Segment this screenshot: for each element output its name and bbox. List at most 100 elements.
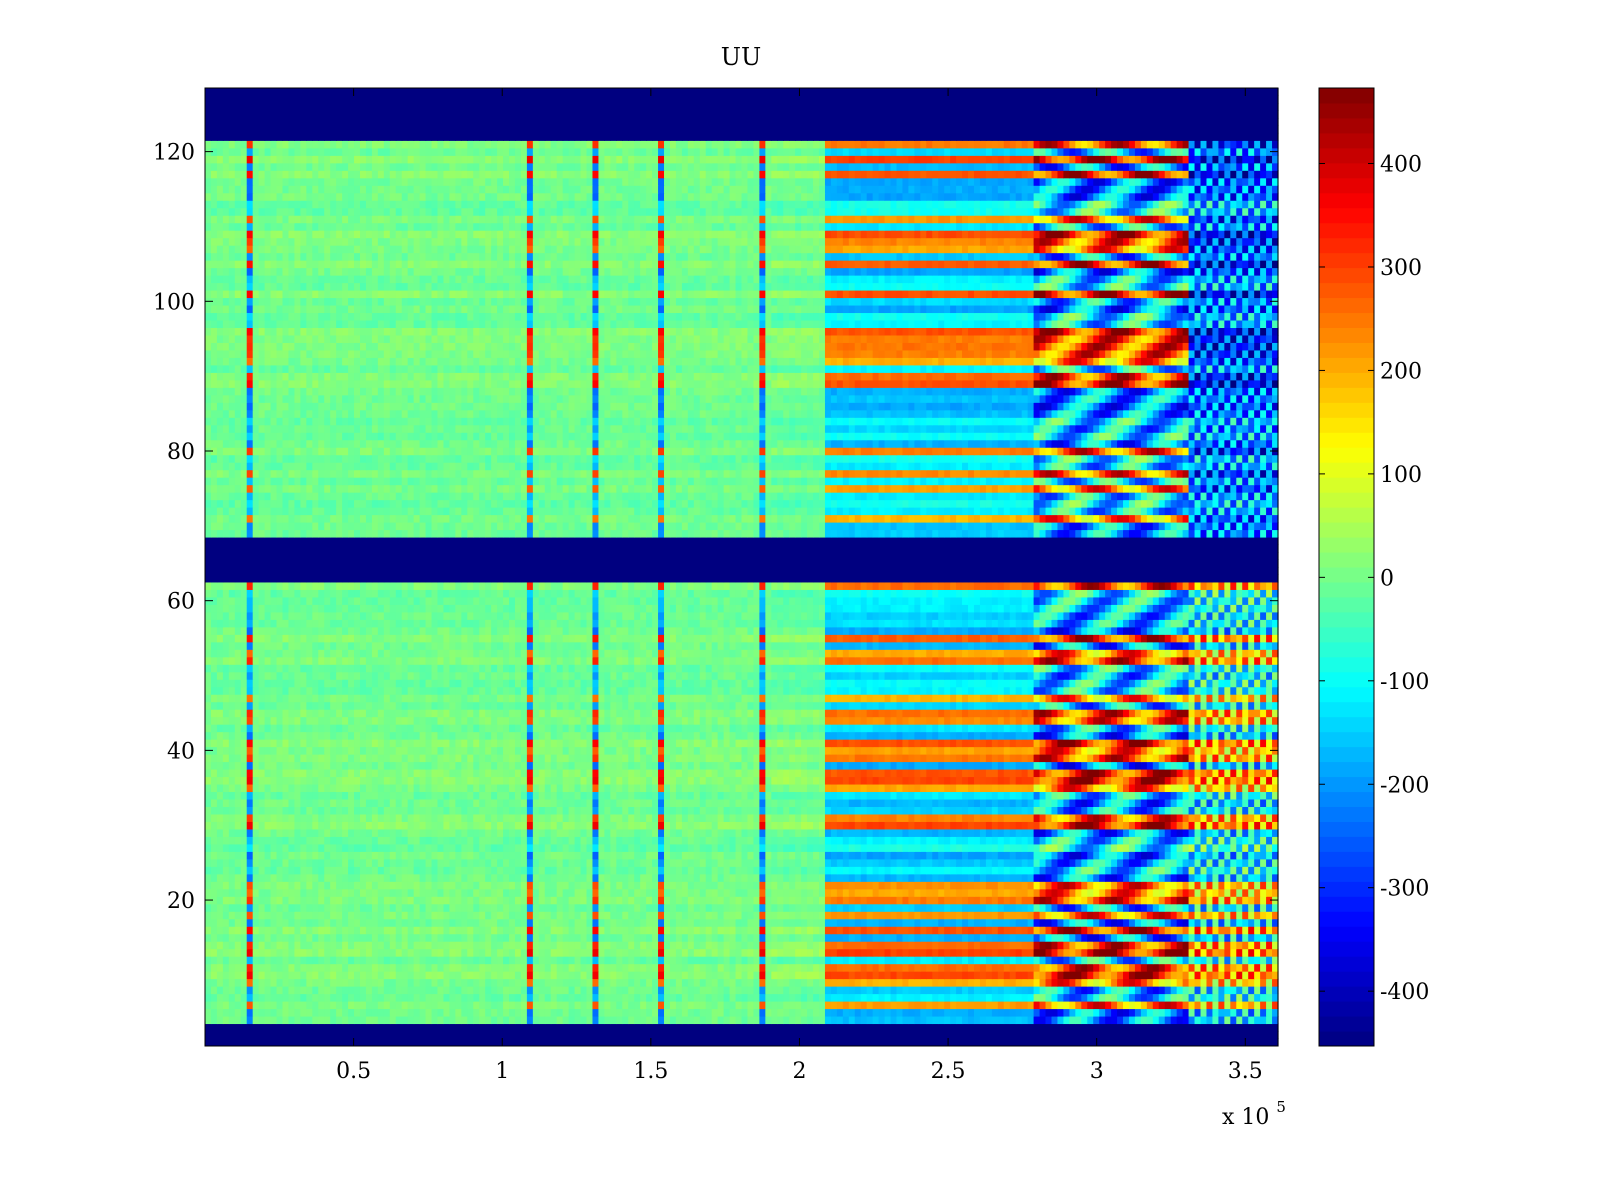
- heatmap-cell: [675, 881, 683, 890]
- heatmap-cell: [240, 896, 248, 905]
- heatmap-cell: [431, 978, 439, 987]
- heatmap-cell: [1021, 873, 1029, 882]
- heatmap-cell: [276, 926, 284, 935]
- heatmap-cell: [962, 1001, 969, 1010]
- heatmap-cell: [556, 1016, 564, 1025]
- heatmap-cell: [210, 1023, 218, 1032]
- heatmap-cell: [962, 911, 969, 920]
- heatmap-cell: [574, 1016, 582, 1025]
- heatmap-cell: [687, 851, 695, 860]
- heatmap-cell: [771, 851, 778, 860]
- heatmap-cell: [532, 896, 540, 905]
- heatmap-cell: [628, 971, 635, 980]
- heatmap-cell: [1140, 896, 1148, 905]
- heatmap-cell: [1206, 941, 1214, 950]
- heatmap-cell: [991, 866, 999, 875]
- heatmap-cell: [449, 963, 456, 972]
- heatmap-cell: [830, 941, 838, 950]
- heatmap-cell: [759, 1038, 766, 1047]
- heatmap-cell: [288, 1031, 296, 1040]
- heatmap-cell: [306, 1001, 313, 1010]
- heatmap-cell: [962, 903, 969, 912]
- heatmap-cell: [854, 911, 862, 920]
- heatmap-cell: [407, 926, 415, 935]
- heatmap-cell: [675, 918, 683, 927]
- heatmap-cell: [634, 986, 641, 995]
- heatmap-cell: [968, 933, 975, 942]
- heatmap-cell: [1194, 941, 1202, 950]
- heatmap-cell: [365, 926, 373, 935]
- heatmap-cell: [1051, 881, 1059, 890]
- heatmap-cell: [991, 896, 999, 905]
- heatmap-cell: [616, 926, 623, 935]
- heatmap-cell: [884, 963, 892, 972]
- heatmap-cell: [544, 896, 552, 905]
- heatmap-cell: [520, 836, 528, 845]
- heatmap-cell: [1117, 948, 1124, 957]
- heatmap-cell: [693, 843, 701, 852]
- heatmap-cell: [1045, 933, 1053, 942]
- heatmap-cell: [1063, 903, 1070, 912]
- heatmap-cell: [699, 866, 707, 875]
- heatmap-cell: [872, 971, 880, 980]
- heatmap-cell: [765, 948, 772, 957]
- heatmap-cell: [747, 1038, 755, 1047]
- heatmap-cell: [497, 1001, 504, 1010]
- heatmap-cell: [705, 851, 713, 860]
- heatmap-cell: [1212, 1038, 1219, 1047]
- heatmap-cell: [1015, 858, 1023, 867]
- heatmap-cell: [425, 933, 433, 942]
- heatmap-cell: [383, 881, 391, 890]
- heatmap-cell: [1230, 1038, 1237, 1047]
- heatmap-cell: [669, 843, 677, 852]
- heatmap-cell: [1105, 881, 1112, 890]
- heatmap-cell: [801, 1008, 808, 1017]
- heatmap-cell: [944, 941, 951, 950]
- heatmap-cell: [1242, 956, 1249, 965]
- heatmap-cell: [324, 866, 331, 875]
- heatmap-cell: [1260, 963, 1267, 972]
- heatmap-cell: [389, 941, 397, 950]
- heatmap-cell: [962, 941, 969, 950]
- heatmap-cell: [973, 903, 981, 912]
- heatmap-cell: [550, 986, 558, 995]
- heatmap-cell: [288, 1023, 296, 1032]
- heatmap-cell: [968, 986, 975, 995]
- heatmap-cell: [359, 866, 367, 875]
- heatmap-cell: [348, 993, 355, 1002]
- heatmap-cell: [455, 918, 462, 927]
- heatmap-cell: [705, 986, 713, 995]
- heatmap-cell: [801, 851, 808, 860]
- heatmap-cell: [1105, 926, 1112, 935]
- heatmap-cell: [997, 1001, 1005, 1010]
- heatmap-cell: [431, 1001, 439, 1010]
- heatmap-cell: [300, 1008, 307, 1017]
- heatmap-cell: [371, 873, 379, 882]
- heatmap-cell: [610, 993, 617, 1002]
- heatmap-cell: [759, 896, 766, 905]
- heatmap-cell: [586, 1023, 594, 1032]
- heatmap-cell: [1242, 933, 1249, 942]
- heatmap-cell: [324, 1016, 331, 1025]
- heatmap-cell: [1051, 926, 1059, 935]
- heatmap-cell: [485, 903, 492, 912]
- heatmap-cell: [705, 1016, 713, 1025]
- heatmap-cell: [443, 956, 450, 965]
- heatmap-cell: [1075, 1008, 1082, 1017]
- heatmap-cell: [461, 993, 468, 1002]
- heatmap-cell: [1027, 918, 1035, 927]
- heatmap-cell: [973, 1016, 981, 1025]
- heatmap-cell: [288, 971, 296, 980]
- heatmap-cell: [520, 1031, 528, 1040]
- heatmap-cell: [342, 1031, 349, 1040]
- heatmap-cell: [932, 941, 939, 950]
- heatmap-cell: [842, 1038, 850, 1047]
- heatmap-cell: [1212, 843, 1219, 852]
- heatmap-cell: [1212, 851, 1219, 860]
- heatmap-cell: [443, 986, 450, 995]
- heatmap-cell: [807, 836, 814, 845]
- heatmap-cell: [371, 986, 379, 995]
- heatmap-cell: [926, 903, 933, 912]
- heatmap-cell: [205, 1016, 212, 1025]
- heatmap-cell: [258, 1016, 266, 1025]
